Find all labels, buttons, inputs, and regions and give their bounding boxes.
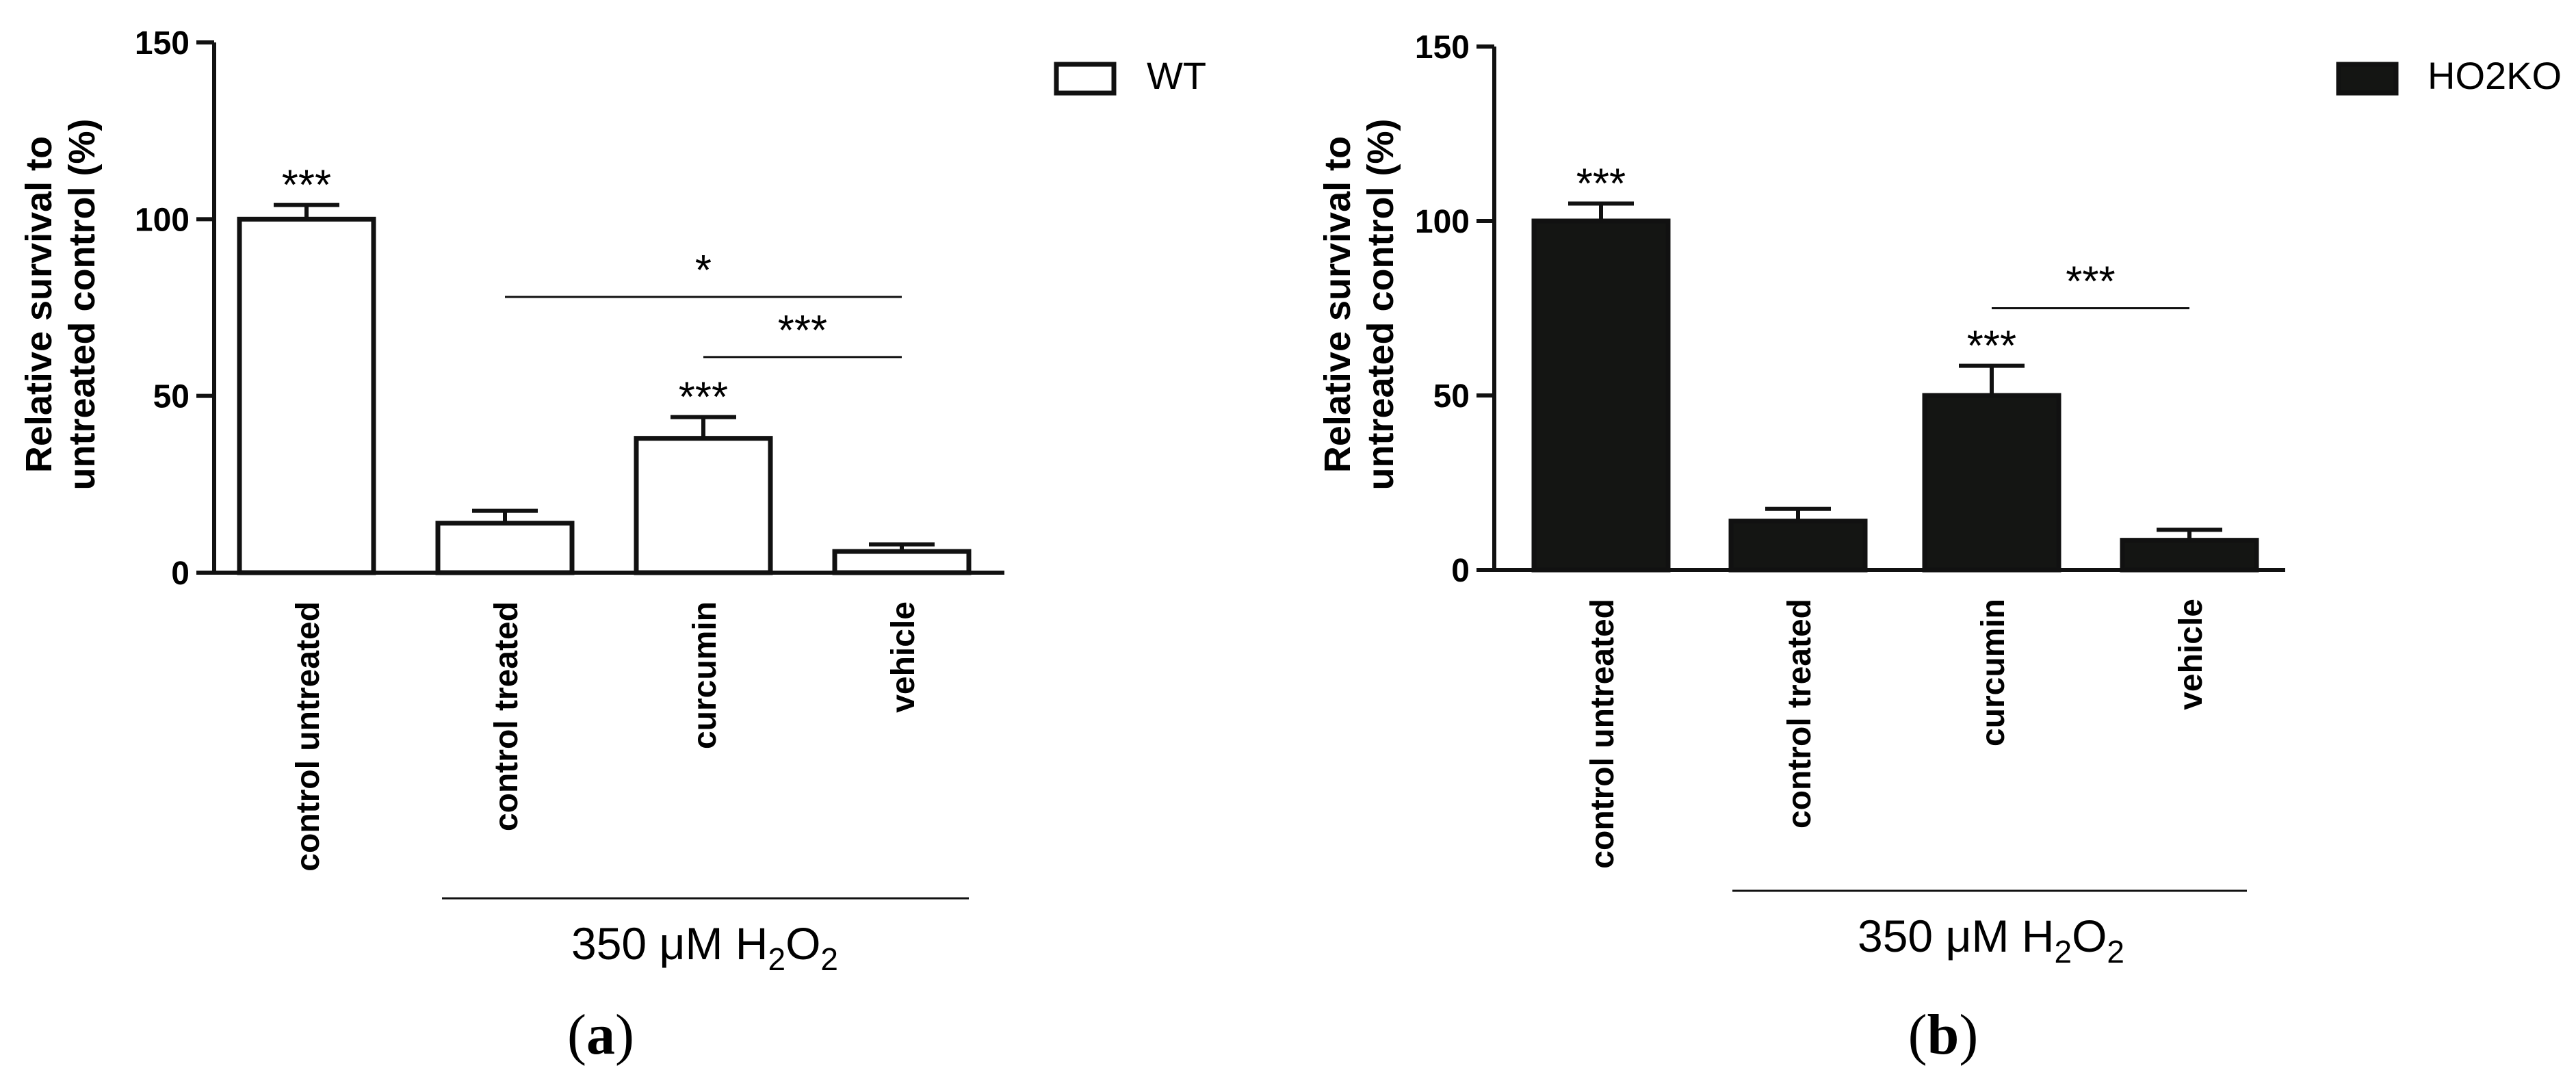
panel-a-category-label-vehicle: vehicle — [885, 601, 922, 713]
panel-b-legend-label: HO2KO — [2428, 54, 2562, 97]
panel-a-category-label-curcumin: curcumin — [687, 601, 723, 749]
panel-b-panel-letter: (b) — [1908, 1003, 1979, 1067]
panel-a-ytick-label-0: 0 — [171, 556, 190, 592]
panel-a-y-axis-title-line-2: untreated control (%) — [62, 118, 103, 490]
panel-b-ytick-label-50: 50 — [1433, 378, 1470, 415]
panel-a-significance-curcumin: *** — [679, 374, 728, 421]
panel-b-legend-swatch — [2336, 62, 2399, 96]
panel-b-bar-control-untreated — [1531, 218, 1671, 573]
panel-a-bar-control-untreated — [237, 216, 376, 575]
panel-b-category-label-curcumin: curcumin — [1975, 599, 2012, 746]
panel-a-ytick-label-150: 150 — [135, 25, 190, 62]
panel-b-ytick-label-150: 150 — [1415, 29, 1470, 66]
panel-a-comparison-label-control-treated-vehicle: * — [695, 247, 712, 294]
panel-a-legend-swatch — [1054, 62, 1117, 96]
panel-a-ytick-label-50: 50 — [153, 379, 190, 415]
panel-b-ytick-label-100: 100 — [1415, 204, 1470, 240]
panel-b-category-label-vehicle: vehicle — [2173, 599, 2209, 710]
panel-a-chart: 0 50 100 150 Relative survival to untreated c… — [18, 25, 1206, 1067]
panel-a-legend-label: WT — [1147, 54, 1206, 97]
panel-a-group-label: 350 μM H2O2 — [571, 918, 838, 977]
panel-a-panel-letter: (a) — [567, 1003, 634, 1067]
panel-a-y-axis-title-line-1: Relative survival to — [18, 136, 60, 473]
panel-a-bar-vehicle — [832, 549, 972, 575]
panel-a-comparison-label-curcumin-vehicle: *** — [778, 307, 827, 354]
panel-b-chart: 0 50 100 150 Relative survival to untreated c… — [1317, 29, 2562, 1067]
panel-b-y-axis-title-line-2: untreated control (%) — [1360, 118, 1401, 490]
panel-b-y-axis-title-line-1: Relative survival to — [1317, 136, 1358, 473]
panel-b-category-label-control-treated: control treated — [1782, 599, 1818, 829]
panel-a-bar-curcumin — [634, 436, 773, 575]
panel-a-category-label-control-treated: control treated — [489, 601, 525, 831]
panel-b-significance-curcumin: *** — [1967, 323, 2016, 370]
panel-a-ytick-label-100: 100 — [135, 202, 190, 238]
panel-b-bar-vehicle — [2120, 538, 2259, 573]
panel-a-significance-control-untreated: *** — [282, 162, 331, 209]
panel-a-category-label-control-untreated: control untreated — [290, 601, 326, 872]
panel-b-group-label: 350 μM H2O2 — [1858, 911, 2124, 969]
panel-b-category-label-control-untreated: control untreated — [1585, 599, 1621, 869]
panel-b-significance-control-untreated: *** — [1576, 161, 1626, 208]
panel-a-bar-control-treated — [435, 521, 575, 575]
panel-b-comparison-label-curcumin-vehicle: *** — [2066, 259, 2115, 306]
panel-b-bar-curcumin — [1922, 393, 2061, 573]
panel-b-bar-control-treated — [1728, 519, 1868, 573]
panel-b-ytick-label-0: 0 — [1451, 553, 1470, 589]
